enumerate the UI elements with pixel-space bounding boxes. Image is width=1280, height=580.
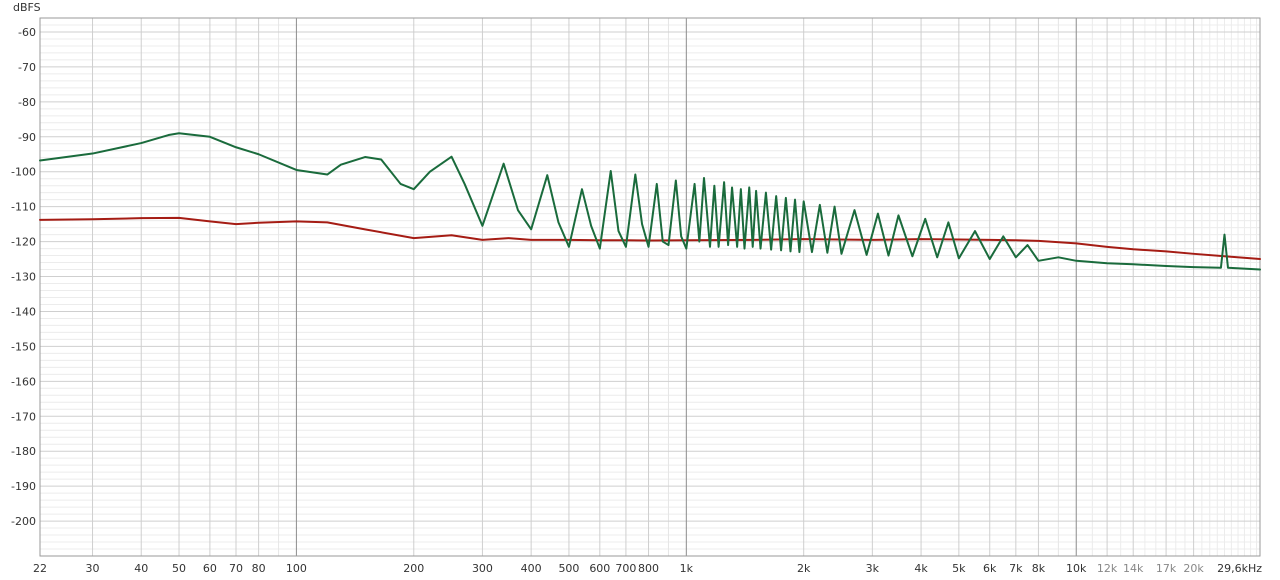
y-axis-unit-label: dBFS — [13, 1, 41, 14]
x-tick-label: 22 — [33, 562, 47, 575]
x-tick-label: 3k — [866, 562, 880, 575]
y-tick-label: -100 — [11, 166, 36, 179]
series-layer — [39, 132, 1261, 271]
y-tick-label: -80 — [18, 96, 36, 109]
x-tick-label: 10k — [1066, 562, 1087, 575]
y-tick-label: -110 — [11, 201, 36, 214]
x-tick-label: 7k — [1009, 562, 1023, 575]
y-tick-label: -180 — [11, 445, 36, 458]
x-tick-label: 300 — [472, 562, 493, 575]
x-tick-label: 6k — [983, 562, 997, 575]
x-tick-label: 8k — [1032, 562, 1046, 575]
major-gridlines — [39, 18, 1261, 556]
x-tick-label: 80 — [252, 562, 266, 575]
y-tick-label: -60 — [18, 26, 36, 39]
x-axis-tick-labels: 22 30 40 50 60 70 80 100 200 300 400 500 600 700 800 1k… — [33, 562, 1262, 575]
x-tick-label: 17k — [1156, 562, 1177, 575]
x-tick-label: 700 — [615, 562, 636, 575]
x-tick-label: 100 — [286, 562, 307, 575]
x-tick-label: 14k — [1123, 562, 1144, 575]
x-tick-label: 20k — [1183, 562, 1204, 575]
y-tick-label: -170 — [11, 410, 36, 423]
y-tick-label: -150 — [11, 340, 36, 353]
x-tick-label: 400 — [521, 562, 542, 575]
series-line-2 — [39, 132, 1261, 271]
x-tick-label: 60 — [203, 562, 217, 575]
y-tick-label: -140 — [11, 305, 36, 318]
y-tick-label: -120 — [11, 236, 36, 249]
y-tick-label: -90 — [18, 131, 36, 144]
y-axis-tick-labels: -60 -70 -80 -90 -100 -110 -120 -130 -140 -150 -160… — [11, 26, 36, 528]
y-tick-label: -130 — [11, 271, 36, 284]
x-tick-label: 1k — [680, 562, 694, 575]
x-tick-label: 4k — [914, 562, 928, 575]
y-tick-label: -70 — [18, 61, 36, 74]
x-tick-label: 800 — [638, 562, 659, 575]
x-tick-label: 5k — [952, 562, 966, 575]
x-tick-label: 50 — [172, 562, 186, 575]
x-tick-label: 29,6kHz — [1217, 562, 1262, 575]
x-tick-label: 12k — [1097, 562, 1118, 575]
minor-gridlines — [40, 18, 1260, 556]
x-tick-label: 40 — [134, 562, 148, 575]
x-tick-label: 2k — [797, 562, 811, 575]
y-tick-label: -200 — [11, 515, 36, 528]
y-tick-label: -160 — [11, 375, 36, 388]
plot-area-frame — [39, 17, 1261, 557]
x-tick-label: 200 — [403, 562, 424, 575]
x-tick-label: 500 — [558, 562, 579, 575]
y-tick-label: -190 — [11, 480, 36, 493]
x-tick-label: 30 — [86, 562, 100, 575]
x-tick-label: 70 — [229, 562, 243, 575]
x-tick-label: 600 — [589, 562, 610, 575]
